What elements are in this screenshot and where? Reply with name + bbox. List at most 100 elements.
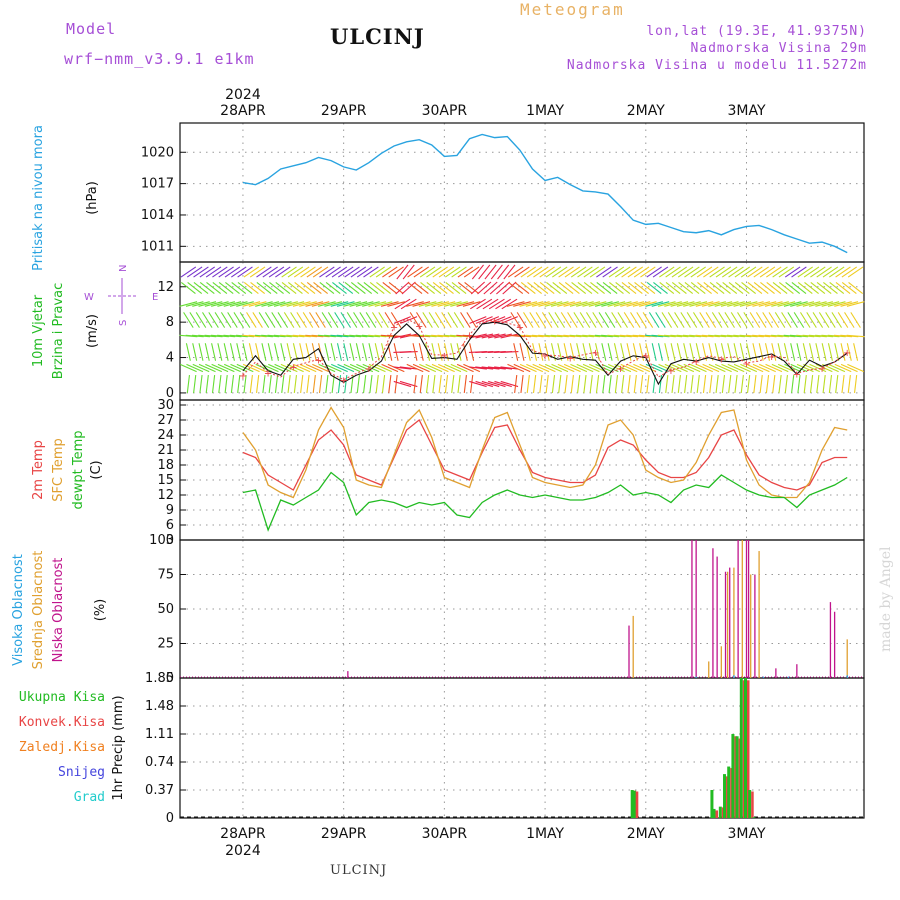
- wind-barb: [506, 301, 525, 307]
- wind-barb: [236, 301, 254, 307]
- wind-barb: [596, 281, 612, 295]
- wind-barb: [665, 281, 681, 295]
- wind-barb: [695, 301, 714, 307]
- panel-frame: [179, 677, 865, 819]
- date-label-top: 1MAY: [526, 103, 564, 119]
- wind-barb: [466, 312, 477, 328]
- wind-barb: [185, 343, 191, 361]
- wind-barb: [664, 363, 682, 373]
- wind-barb: [353, 312, 364, 328]
- wind-barb: [388, 281, 404, 295]
- wind-barb: [816, 374, 820, 394]
- wind-barb: [447, 312, 459, 328]
- wind-barb: [564, 266, 581, 278]
- wind-barb: [683, 343, 689, 361]
- wind-barb: [514, 281, 530, 295]
- wind-barb: [363, 281, 379, 295]
- wind-barb: [242, 301, 261, 307]
- wind-barb: [230, 374, 235, 394]
- y-tick-label: 24: [157, 428, 174, 443]
- wind-barb: [608, 374, 612, 394]
- wind-barb: [582, 343, 588, 361]
- wind-barb: [728, 281, 744, 295]
- wind-barb: [192, 363, 210, 373]
- wind-barb: [475, 380, 494, 388]
- wind-barb: [233, 312, 245, 328]
- wind-barb: [451, 281, 467, 295]
- wind-barb: [261, 343, 267, 361]
- wind-barb: [778, 374, 782, 394]
- wind-barb: [519, 363, 537, 373]
- wind-barb: [841, 266, 858, 278]
- wind-barb: [746, 301, 764, 307]
- wind-barb: [577, 281, 593, 295]
- wind-barb: [570, 374, 574, 394]
- temp-sfc-label: SFC Temp: [51, 438, 66, 502]
- wind-barb: [331, 363, 348, 373]
- panel-frame: [179, 399, 865, 541]
- wind-barb: [513, 301, 531, 307]
- wind-barb: [477, 281, 492, 295]
- precip-bar-total: [718, 806, 722, 818]
- wind-barb: [274, 343, 280, 361]
- wind-barb: [740, 266, 757, 278]
- wind-barb: [759, 363, 776, 373]
- wind-barb: [338, 266, 354, 278]
- y-tick-label: 1017: [141, 177, 174, 192]
- wind-barb: [657, 343, 663, 361]
- wind-barb: [727, 301, 745, 307]
- wind-barb: [280, 363, 298, 373]
- wind-barb: [252, 312, 263, 328]
- wind-barb: [753, 374, 757, 394]
- wind-barb: [470, 281, 486, 295]
- wind-barb: [305, 301, 324, 307]
- wind-barb: [545, 266, 562, 278]
- precip-legend-item: Grad: [74, 790, 105, 805]
- wind-barb: [243, 374, 247, 394]
- wind-barb: [418, 343, 424, 361]
- date-label-top: 30APR: [422, 103, 468, 119]
- wind-barb: [343, 363, 361, 373]
- wind-barb: [752, 363, 770, 373]
- wind-barb: [829, 281, 845, 295]
- wind-barb: [199, 281, 215, 295]
- precip-bar-total: [748, 790, 752, 818]
- wind-barb: [671, 281, 687, 295]
- wind-barb: [193, 281, 209, 295]
- wind-barb: [482, 298, 499, 310]
- wind-barb: [502, 281, 517, 295]
- precip-legend-item: Konvek.Kisa: [19, 715, 105, 730]
- wind-barb: [378, 312, 389, 328]
- wind-barb: [796, 363, 814, 373]
- wind-barb: [791, 266, 807, 278]
- wind-barb: [268, 374, 272, 394]
- wind-barb: [500, 366, 519, 370]
- wind-barb: [325, 281, 341, 295]
- wind-barb: [589, 266, 606, 278]
- wind-barb: [311, 301, 330, 307]
- location-coords: lon,lat (19.3E, 41.9375N): [646, 24, 867, 39]
- wind-barb: [374, 301, 393, 307]
- wind-barb: [494, 333, 513, 339]
- wind-gust-marker: +: [742, 359, 750, 370]
- wind-barb: [841, 374, 845, 394]
- wind-barb: [256, 281, 272, 295]
- wind-barb: [674, 312, 685, 328]
- wind-barb: [496, 281, 511, 295]
- wind-gust-marker: +: [818, 364, 826, 375]
- wind-barb: [412, 301, 431, 307]
- wind-barb: [571, 281, 587, 295]
- wind-barb: [212, 281, 228, 295]
- wind-barb: [652, 363, 669, 373]
- wind-barb: [302, 312, 314, 328]
- wind-barb: [653, 281, 668, 295]
- wind-barb: [503, 264, 516, 280]
- panel-frame: [179, 539, 865, 679]
- wind-barb: [734, 374, 738, 394]
- wind-barb: [639, 301, 657, 307]
- y-tick-label: 25: [157, 637, 174, 652]
- wind-barb: [438, 374, 442, 394]
- wind-barb: [652, 266, 669, 278]
- wind-barb: [533, 281, 549, 295]
